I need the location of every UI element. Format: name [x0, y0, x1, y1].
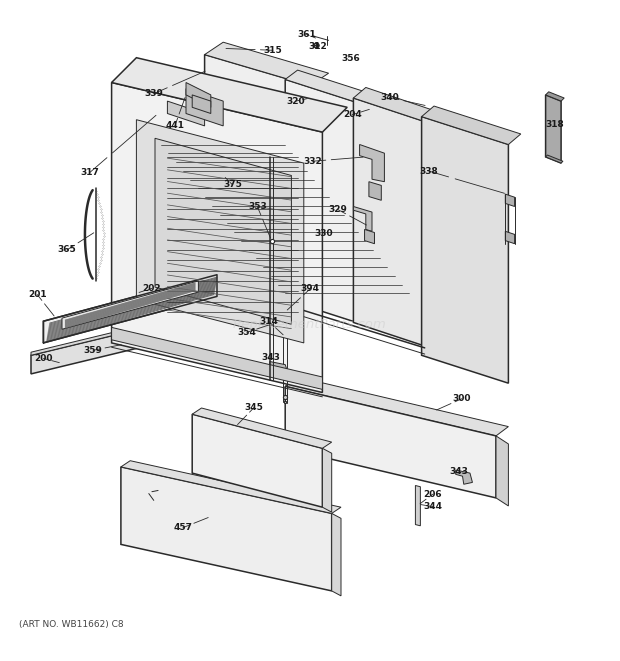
Text: (ART NO. WB11662) C8: (ART NO. WB11662) C8 [19, 621, 123, 629]
Polygon shape [369, 182, 381, 200]
Polygon shape [112, 58, 347, 132]
Polygon shape [353, 206, 372, 231]
Polygon shape [192, 95, 211, 114]
Polygon shape [415, 485, 420, 525]
Text: 344: 344 [423, 502, 442, 511]
Polygon shape [112, 327, 322, 389]
Polygon shape [167, 101, 205, 126]
Polygon shape [285, 79, 372, 327]
Text: 339: 339 [144, 89, 163, 98]
Polygon shape [332, 514, 341, 596]
Text: 441: 441 [166, 122, 184, 130]
Polygon shape [43, 275, 217, 343]
Text: 394: 394 [301, 284, 319, 293]
Text: 345: 345 [245, 403, 264, 412]
Polygon shape [422, 116, 508, 383]
Text: 375: 375 [223, 180, 242, 189]
Polygon shape [456, 470, 472, 485]
Text: 329: 329 [329, 205, 347, 214]
Polygon shape [353, 98, 434, 349]
Polygon shape [546, 95, 561, 163]
Polygon shape [31, 305, 223, 356]
Text: 200: 200 [34, 354, 53, 363]
Text: 314: 314 [259, 317, 278, 326]
Text: 338: 338 [420, 167, 438, 176]
Text: 204: 204 [343, 110, 361, 119]
Polygon shape [62, 281, 198, 329]
Text: 202: 202 [143, 284, 161, 293]
Text: 361: 361 [297, 30, 316, 38]
Polygon shape [360, 145, 384, 182]
Polygon shape [31, 309, 223, 374]
Text: 354: 354 [237, 328, 256, 337]
Polygon shape [270, 362, 288, 375]
Text: 356: 356 [341, 54, 360, 63]
Polygon shape [186, 83, 211, 107]
Text: 312: 312 [308, 42, 327, 51]
Polygon shape [505, 194, 515, 206]
Polygon shape [223, 309, 242, 336]
Polygon shape [121, 461, 341, 514]
Text: 201: 201 [28, 290, 46, 299]
Polygon shape [136, 120, 304, 343]
Text: 317: 317 [81, 168, 99, 177]
Polygon shape [546, 92, 564, 101]
Polygon shape [155, 138, 291, 325]
Polygon shape [365, 229, 374, 244]
Polygon shape [422, 106, 521, 145]
Text: 359: 359 [84, 346, 102, 355]
Text: 330: 330 [314, 229, 333, 238]
Polygon shape [192, 414, 322, 507]
Polygon shape [186, 89, 223, 126]
Polygon shape [353, 87, 446, 125]
Text: 300: 300 [453, 394, 471, 403]
Polygon shape [322, 448, 332, 512]
Polygon shape [217, 275, 236, 305]
Polygon shape [285, 377, 508, 436]
Text: 343: 343 [262, 353, 280, 362]
Text: 365: 365 [58, 245, 76, 254]
Text: 320: 320 [286, 97, 305, 106]
Polygon shape [205, 55, 310, 296]
Text: 315: 315 [264, 46, 282, 55]
Text: 343: 343 [450, 467, 468, 477]
Polygon shape [505, 231, 515, 244]
Polygon shape [121, 467, 332, 591]
Polygon shape [546, 155, 563, 163]
Text: 340: 340 [380, 93, 399, 102]
Text: 332: 332 [303, 157, 322, 166]
Text: 206: 206 [423, 490, 442, 498]
Text: 353: 353 [248, 202, 267, 211]
Polygon shape [285, 386, 496, 498]
Text: ReplacementParts.com: ReplacementParts.com [233, 318, 387, 330]
Polygon shape [285, 70, 384, 107]
Polygon shape [496, 436, 508, 506]
Text: 318: 318 [546, 120, 564, 129]
Polygon shape [205, 42, 329, 86]
Polygon shape [112, 83, 322, 393]
Text: 457: 457 [174, 523, 192, 532]
Polygon shape [192, 408, 332, 448]
